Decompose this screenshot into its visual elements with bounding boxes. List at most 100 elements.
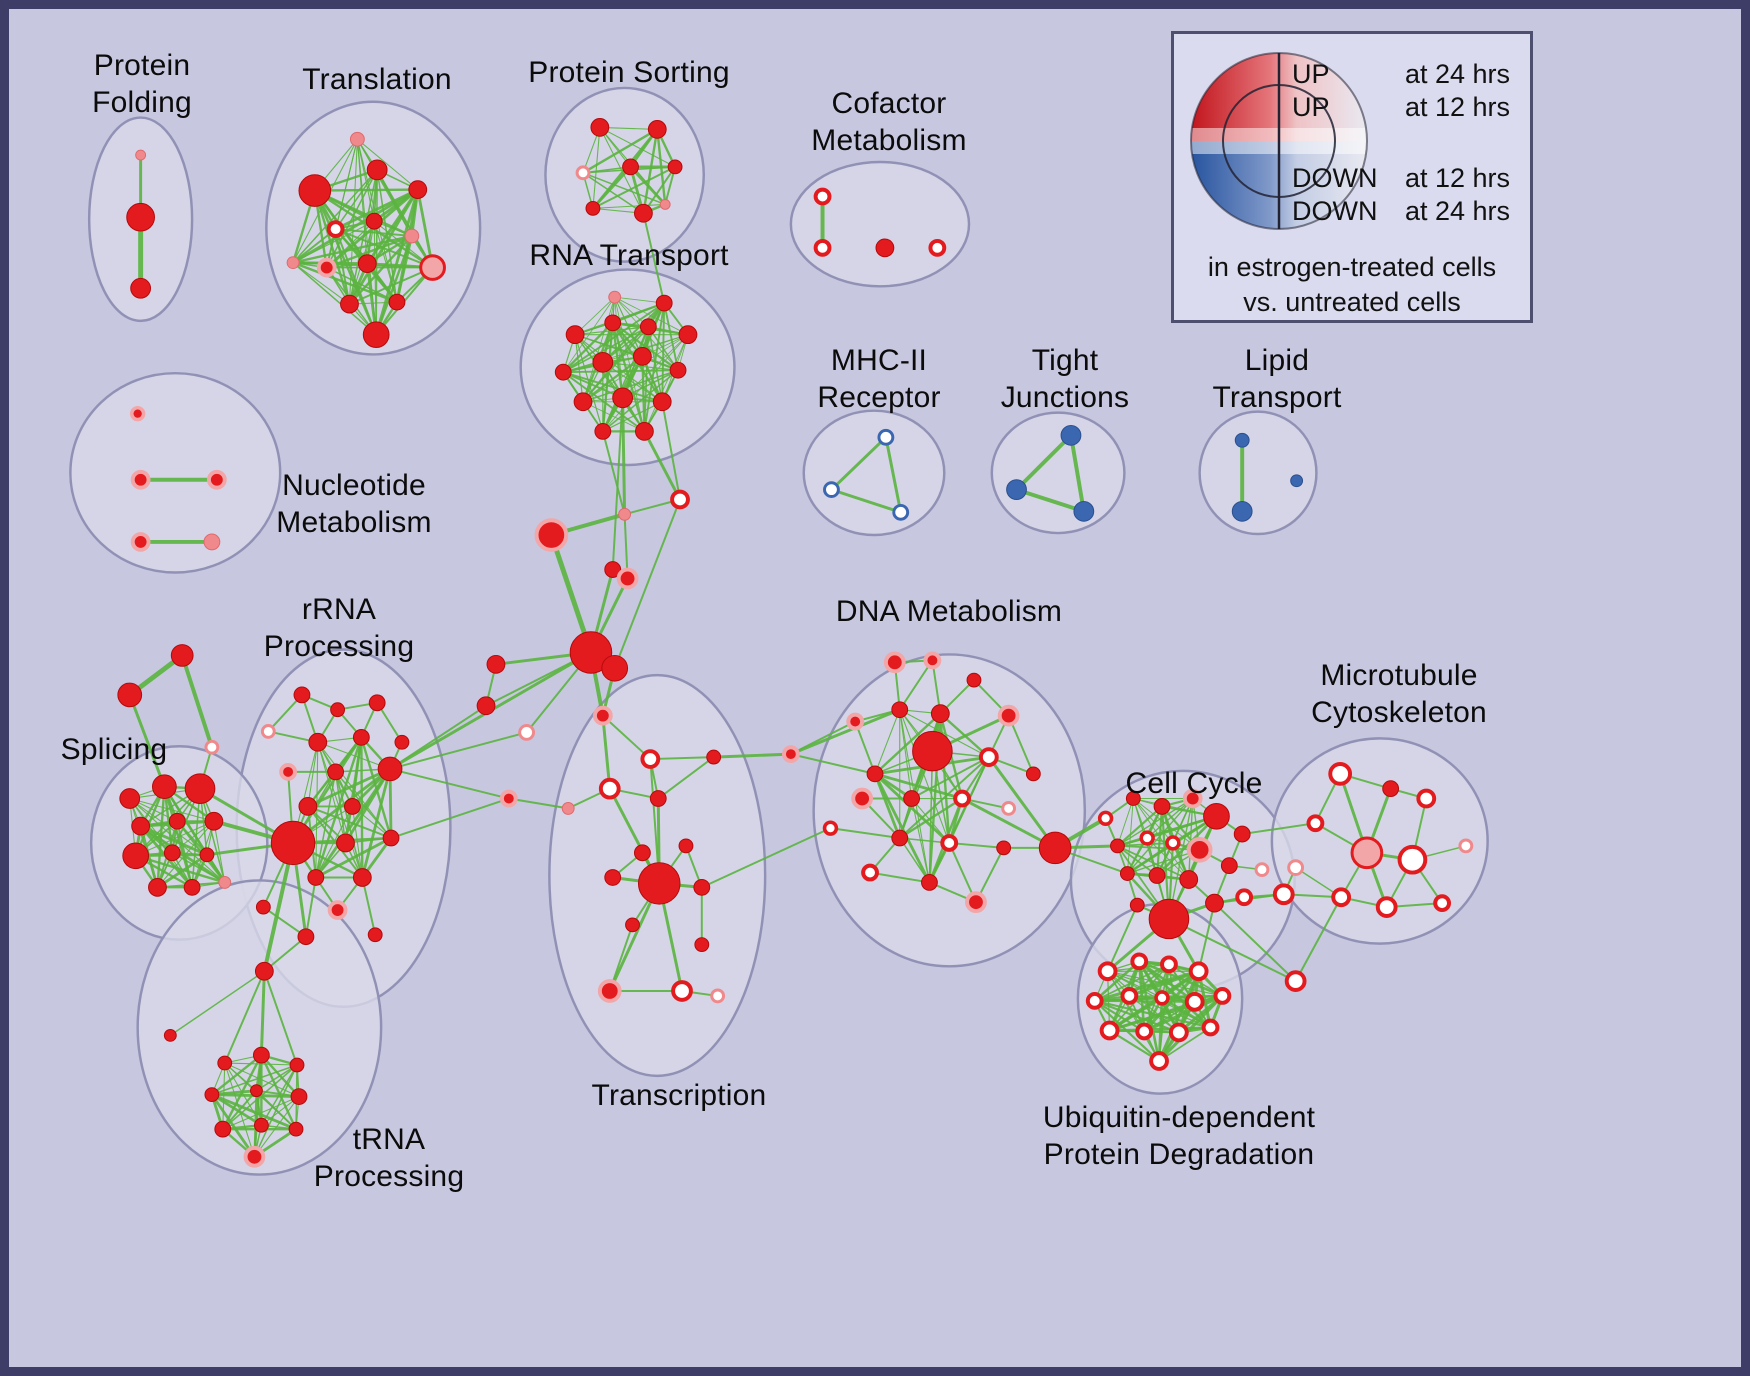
- node-rr2: [330, 702, 346, 718]
- edge-ub7-ub10: [1108, 996, 1164, 1032]
- edge-dm22-dm9: [987, 755, 1057, 850]
- cluster-ellipse-dna-metabolism: [812, 653, 1087, 968]
- edge-rt6-rt12: [622, 334, 689, 399]
- node-rt11: [573, 392, 593, 412]
- node-rr18: [297, 928, 315, 946]
- edge-tn1-tn3: [223, 970, 266, 1065]
- edge-cc7-cc10: [1116, 845, 1201, 851]
- node-mt2: [1382, 780, 1400, 798]
- node-tn7: [249, 1084, 263, 1098]
- edge-tn8-tn9: [222, 1096, 300, 1130]
- node-dm13: [953, 789, 972, 808]
- node-sl10: [148, 877, 167, 897]
- edge-dm18-dm17: [948, 841, 1005, 849]
- edge-dm4-dm8: [854, 720, 876, 775]
- node-sl8: [163, 844, 181, 862]
- edge-cn6-cchub: [1167, 917, 1297, 983]
- node-cc12: [1119, 866, 1135, 881]
- edge-tn1-tn4: [259, 969, 266, 1057]
- edge-tc15-tc4: [657, 756, 715, 800]
- node-tr11: [340, 294, 359, 314]
- edge-tr4-tr14: [291, 188, 420, 265]
- edge-tc15-cn5: [712, 752, 793, 759]
- node-ub6: [1120, 987, 1139, 1005]
- edge-rt13-rt14: [602, 401, 663, 433]
- node-tc9: [693, 878, 711, 896]
- edge-cc8-cc14: [1146, 837, 1190, 880]
- edge-cc7-cc14: [1116, 845, 1190, 881]
- node-tj1: [1060, 424, 1082, 446]
- edge-dm5-dm17: [899, 709, 950, 844]
- edge-cn6-cc15: [1213, 902, 1297, 983]
- node-tc3: [598, 777, 621, 800]
- node-cc1: [1097, 810, 1114, 826]
- edge-rr5-rr10: [317, 741, 391, 770]
- node-ub7: [1154, 990, 1170, 1006]
- edge-ps4-ps6: [591, 165, 632, 210]
- legend-row-up-24: UP at 24 hrs: [1292, 58, 1510, 90]
- node-cc17: [1254, 862, 1270, 877]
- node-dm6: [930, 704, 950, 724]
- node-rr10: [377, 756, 403, 782]
- edge-cc4-cc14: [1188, 797, 1194, 881]
- node-tn9: [214, 1120, 232, 1138]
- edge-mh1-mh2: [829, 435, 888, 492]
- edge-tr3-tr14: [292, 169, 378, 264]
- node-mt4: [1306, 814, 1325, 833]
- node-tn11: [288, 1121, 304, 1137]
- node-rt9: [633, 347, 652, 366]
- edge-sl8-sl12: [171, 852, 226, 884]
- edge-tr1-tr4: [356, 138, 419, 191]
- node-ch4: [604, 561, 622, 578]
- node-sl1: [119, 788, 141, 809]
- edge-cc19-ub1: [1106, 904, 1139, 973]
- node-st3: [204, 739, 220, 755]
- edge-tn4-tn11: [260, 1053, 298, 1131]
- node-tr6: [365, 212, 383, 230]
- node-mt5: [1350, 836, 1384, 870]
- node-hub1: [569, 631, 613, 674]
- node-dm17: [940, 834, 959, 852]
- node-tn3: [217, 1055, 233, 1071]
- edge-cn6-mt8: [1294, 896, 1343, 983]
- edge-tr3-tr5: [334, 169, 378, 230]
- node-ps1: [590, 118, 610, 137]
- edge-rt2-rt13: [661, 302, 666, 403]
- node-rr15: [307, 869, 325, 886]
- node-tc2: [640, 749, 661, 769]
- node-ub8: [1184, 991, 1205, 1012]
- edge-cc9-cc12: [1126, 841, 1174, 875]
- node-dm18: [996, 840, 1012, 856]
- node-tc5: [561, 801, 575, 815]
- edge-tc9-dm15: [700, 827, 832, 889]
- node-nm4: [130, 532, 151, 552]
- node-tr2: [298, 174, 332, 207]
- node-rr8: [279, 763, 298, 781]
- edge-ub5-ub11: [1093, 999, 1146, 1033]
- node-tr9: [357, 254, 377, 274]
- node-ch1: [670, 489, 690, 510]
- node-tc14: [694, 937, 710, 953]
- node-tr13: [362, 321, 390, 349]
- node-dm14: [1001, 801, 1017, 816]
- cluster-ellipse-trna-processing: [136, 879, 383, 1176]
- node-mt11: [1458, 838, 1474, 854]
- edge-ps1-ps2: [599, 126, 658, 130]
- node-sl5: [168, 812, 186, 830]
- legend-box: UP at 24 hrs UP at 12 hrs DOWN at 12 hrs…: [1171, 31, 1533, 323]
- node-tc12: [671, 980, 693, 1002]
- node-cn6: [1284, 970, 1307, 992]
- edge-rt5-rt10: [647, 326, 679, 371]
- node-rt12: [612, 387, 634, 409]
- edge-rt2-rt4: [611, 302, 666, 324]
- node-ub14: [1149, 1051, 1169, 1071]
- edge-rt5-rt7: [562, 326, 650, 373]
- edge-rt7-rt12: [562, 371, 624, 399]
- edge-tj1-tj2: [1014, 433, 1073, 492]
- node-dm15: [822, 820, 839, 836]
- node-cf2: [813, 238, 832, 257]
- edge-rr9-rr14: [334, 771, 392, 839]
- node-dm8: [866, 765, 884, 783]
- edge-rt2-rt8: [601, 302, 666, 364]
- edge-tn1-tn5: [263, 970, 298, 1066]
